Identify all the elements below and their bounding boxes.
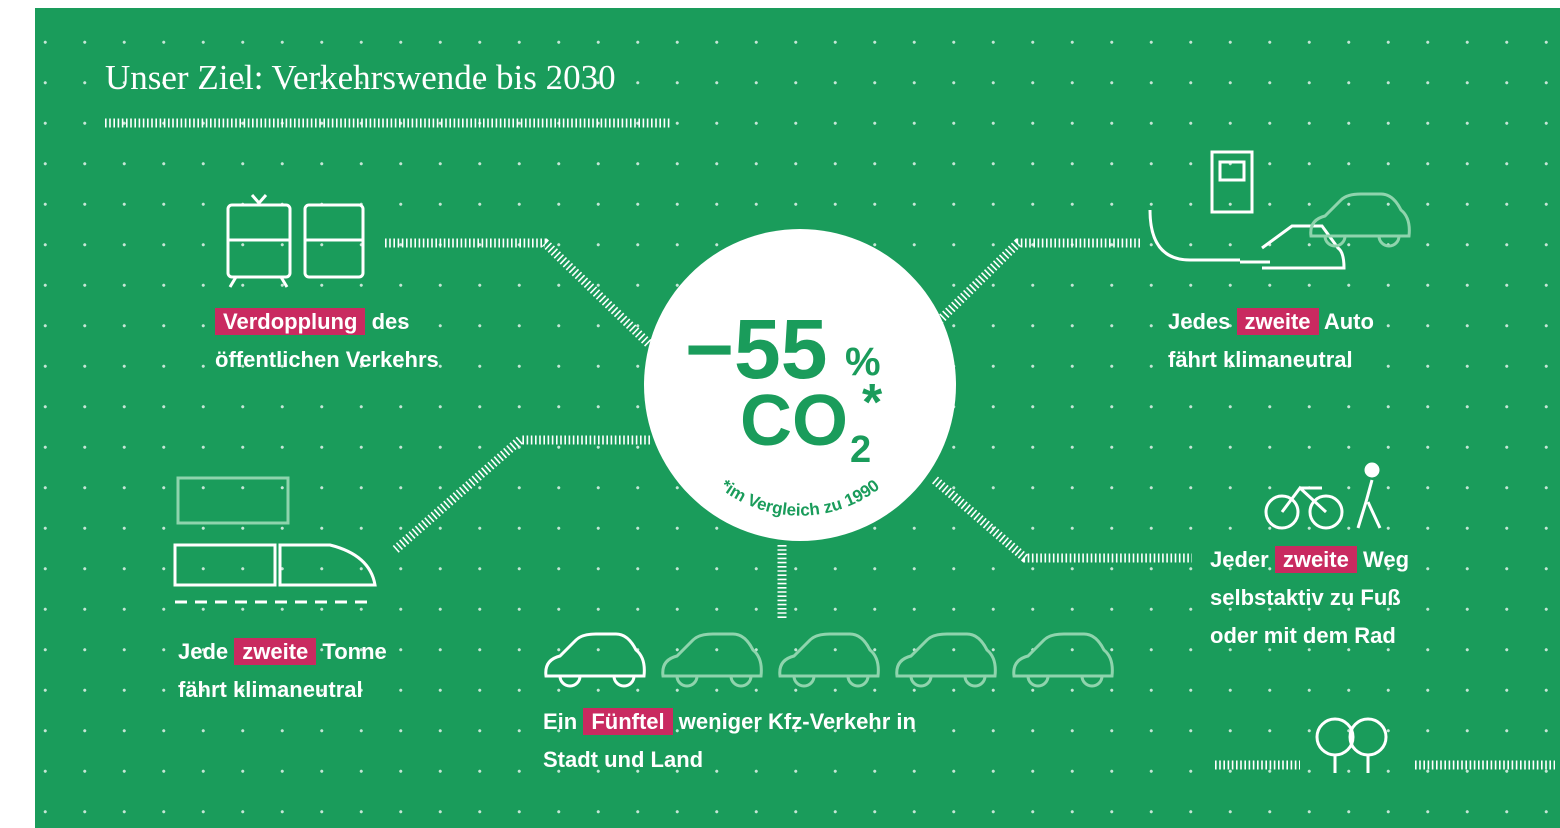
highlight: Fünftel bbox=[583, 708, 672, 735]
tail: Tonne bbox=[316, 639, 386, 664]
statement-line: Jede zweite Tonne bbox=[178, 633, 387, 671]
highlight: zweite bbox=[1237, 308, 1319, 335]
title: Unser Ziel: Verkehrswende bis 2030 bbox=[105, 58, 616, 98]
asterisk: * bbox=[862, 374, 883, 432]
statement-line: öffentlichen Verkehrs bbox=[215, 341, 439, 379]
tail: Auto bbox=[1319, 309, 1374, 334]
gas-subscript: 2 bbox=[850, 429, 871, 471]
statement-line: Stadt und Land bbox=[543, 741, 916, 779]
statement-line: Jedes zweite Auto bbox=[1168, 303, 1374, 341]
tail: des bbox=[365, 309, 409, 334]
tail: weniger Kfz-Verkehr in bbox=[673, 709, 916, 734]
lead: Jede bbox=[178, 639, 234, 664]
gas: CO bbox=[740, 381, 848, 461]
tail: Weg bbox=[1357, 547, 1409, 572]
statement-line: selbstaktiv zu Fuß bbox=[1210, 579, 1409, 617]
statement-line: Ein Fünftel weniger Kfz-Verkehr in bbox=[543, 703, 916, 741]
lead: Jedes bbox=[1168, 309, 1237, 334]
highlight: Verdopplung bbox=[215, 308, 365, 335]
highlight: zweite bbox=[234, 638, 316, 665]
statement-line: oder mit dem Rad bbox=[1210, 617, 1409, 655]
lead: Jeder bbox=[1210, 547, 1275, 572]
page: −55 % CO 2 * *im Vergleich zu 1990 Unser… bbox=[0, 0, 1560, 828]
statement-line: fährt klimaneutral bbox=[1168, 341, 1374, 379]
lead: Ein bbox=[543, 709, 583, 734]
statement-line: fährt klimaneutral bbox=[178, 671, 387, 709]
statement-line: Jeder zweite Weg bbox=[1210, 541, 1409, 579]
statement-line: Verdopplung des bbox=[215, 303, 439, 341]
highlight: zweite bbox=[1275, 546, 1357, 573]
